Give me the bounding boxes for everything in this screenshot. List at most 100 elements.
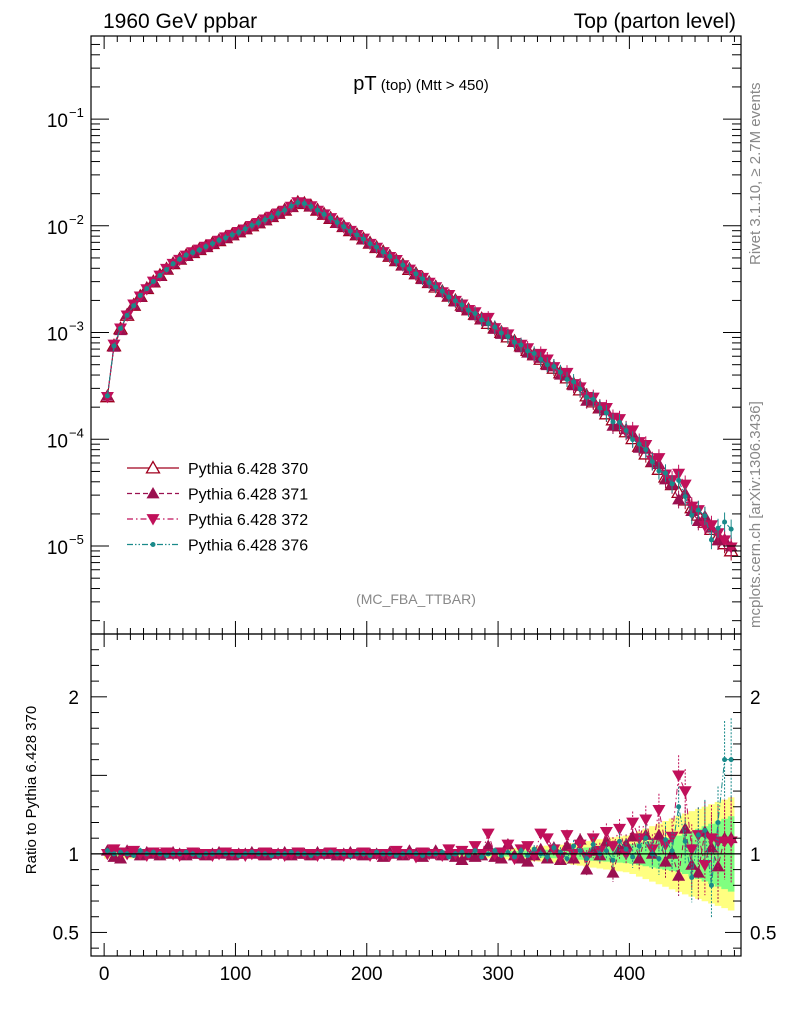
main-point-s376 (452, 298, 458, 304)
main-point-s376 (715, 525, 721, 531)
main-point-s376 (255, 220, 261, 226)
ratio-point-s372 (599, 827, 613, 839)
main-point-s376 (551, 364, 557, 370)
main-point-s372 (704, 520, 718, 532)
main-point-s376 (400, 262, 406, 268)
main-point-s376 (282, 207, 288, 213)
main-point-s376 (144, 286, 150, 292)
ratio-point-s372 (389, 845, 403, 858)
ratio-point-s376 (531, 846, 537, 852)
ratio-y-axis-label: Ratio to Pythia 6.428 370 (23, 706, 40, 874)
x-tick-label: 0 (99, 964, 110, 985)
ratio-point-s376 (551, 845, 557, 851)
main-panel-series (99, 194, 739, 561)
main-point-s371 (672, 492, 686, 505)
legend-label: Pythia 6.428 371 (188, 487, 308, 504)
ratio-point-s376 (636, 843, 642, 849)
plot-title-sub1: (top) (377, 77, 412, 94)
ratio-point-s372 (672, 770, 686, 782)
ratio-point-s372 (442, 844, 456, 856)
ratio-y-tick-label-right: 1 (750, 845, 761, 866)
main-point-s376 (223, 235, 229, 241)
legend-entry-s371: Pythia 6.428 371 (127, 487, 308, 504)
main-point-s376 (426, 280, 432, 286)
ratio-point-s376 (708, 882, 714, 888)
main-point-s376 (347, 228, 353, 234)
ratio-point-s372 (468, 841, 482, 853)
ratio-point-s371 (481, 839, 495, 851)
main-point-s376 (341, 224, 347, 230)
main-point-s376 (387, 253, 393, 259)
ratio-point-s376 (571, 843, 577, 849)
y-tick-exponent: −1 (69, 105, 84, 120)
main-point-s376 (544, 362, 550, 368)
main-point-s376 (525, 348, 531, 354)
plot-title-sub2: (Mtt > 450) (412, 77, 489, 94)
main-point-s376 (538, 356, 544, 362)
legend-marker-s370 (145, 460, 161, 474)
main-point-s376 (617, 419, 623, 425)
main-point-s376 (236, 229, 242, 235)
main-point-s376 (164, 267, 170, 273)
ratio-point-s372 (626, 817, 640, 829)
ratio-point-s371 (514, 852, 528, 864)
legend-entry-s370: Pythia 6.428 370 (127, 460, 308, 478)
ratio-point-s371 (691, 866, 705, 878)
header-left-label: 1960 GeV ppbar (103, 10, 257, 33)
ratio-point-s376 (695, 832, 701, 838)
main-point-s376 (249, 222, 255, 228)
ratio-point-s376 (676, 804, 682, 810)
main-point-s376 (288, 203, 294, 209)
legend-label: Pythia 6.428 376 (188, 538, 308, 555)
main-point-s376 (183, 252, 189, 258)
main-point-s376 (603, 410, 609, 416)
main-point-s376 (295, 200, 301, 206)
main-point-s376 (597, 405, 603, 411)
main-point-s376 (459, 302, 465, 308)
legend-label: Pythia 6.428 370 (188, 461, 308, 478)
ratio-point-s376 (630, 854, 636, 860)
y-tick-exponent: −2 (69, 212, 84, 227)
main-point-s376 (649, 459, 655, 465)
y-tick-label: 10 (47, 538, 68, 559)
ratio-point-s372 (698, 860, 712, 872)
main-point-s376 (630, 437, 636, 443)
main-point-s376 (242, 226, 248, 232)
main-point-s376 (708, 537, 714, 543)
ratio-point-s376 (702, 827, 708, 833)
main-point-s376 (702, 513, 708, 519)
x-tick-label: 300 (482, 964, 514, 985)
main-point-s376 (643, 447, 649, 453)
ratio-point-s371 (658, 855, 672, 867)
main-point-s376 (557, 369, 563, 375)
main-point-s376 (177, 256, 183, 262)
plot-title: pT (top) (Mtt > 450) (353, 73, 488, 95)
ratio-point-s376 (623, 846, 629, 852)
main-point-s372 (678, 479, 692, 492)
ratio-point-s371 (672, 869, 686, 881)
main-point-s376 (498, 330, 504, 336)
ratio-point-s372 (127, 845, 141, 858)
ratio-y-tick-label-left: 0.5 (53, 923, 79, 944)
main-point-s376 (380, 249, 386, 255)
x-tick-label: 100 (220, 964, 252, 985)
main-point-s376 (374, 244, 380, 250)
ratio-point-s372 (521, 841, 535, 853)
ratio-y-tick-label-right: 2 (750, 688, 761, 709)
main-point-s376 (413, 271, 419, 277)
ratio-point-s376 (656, 856, 662, 862)
ratio-point-s376 (610, 857, 616, 863)
main-point-s376 (669, 481, 675, 487)
ratio-point-s372 (540, 833, 554, 845)
main-point-s376 (695, 507, 701, 513)
ratio-point-s376 (472, 848, 478, 854)
main-point-s376 (196, 247, 202, 253)
ratio-point-s376 (603, 848, 609, 854)
ratio-point-s376 (715, 819, 721, 825)
ratio-point-s371 (632, 852, 646, 864)
main-point-s376 (104, 393, 110, 399)
main-series-s376 (104, 198, 734, 550)
ratio-point-s371 (560, 839, 574, 851)
main-point-s372 (718, 535, 732, 547)
ratio-point-s376 (617, 838, 623, 844)
